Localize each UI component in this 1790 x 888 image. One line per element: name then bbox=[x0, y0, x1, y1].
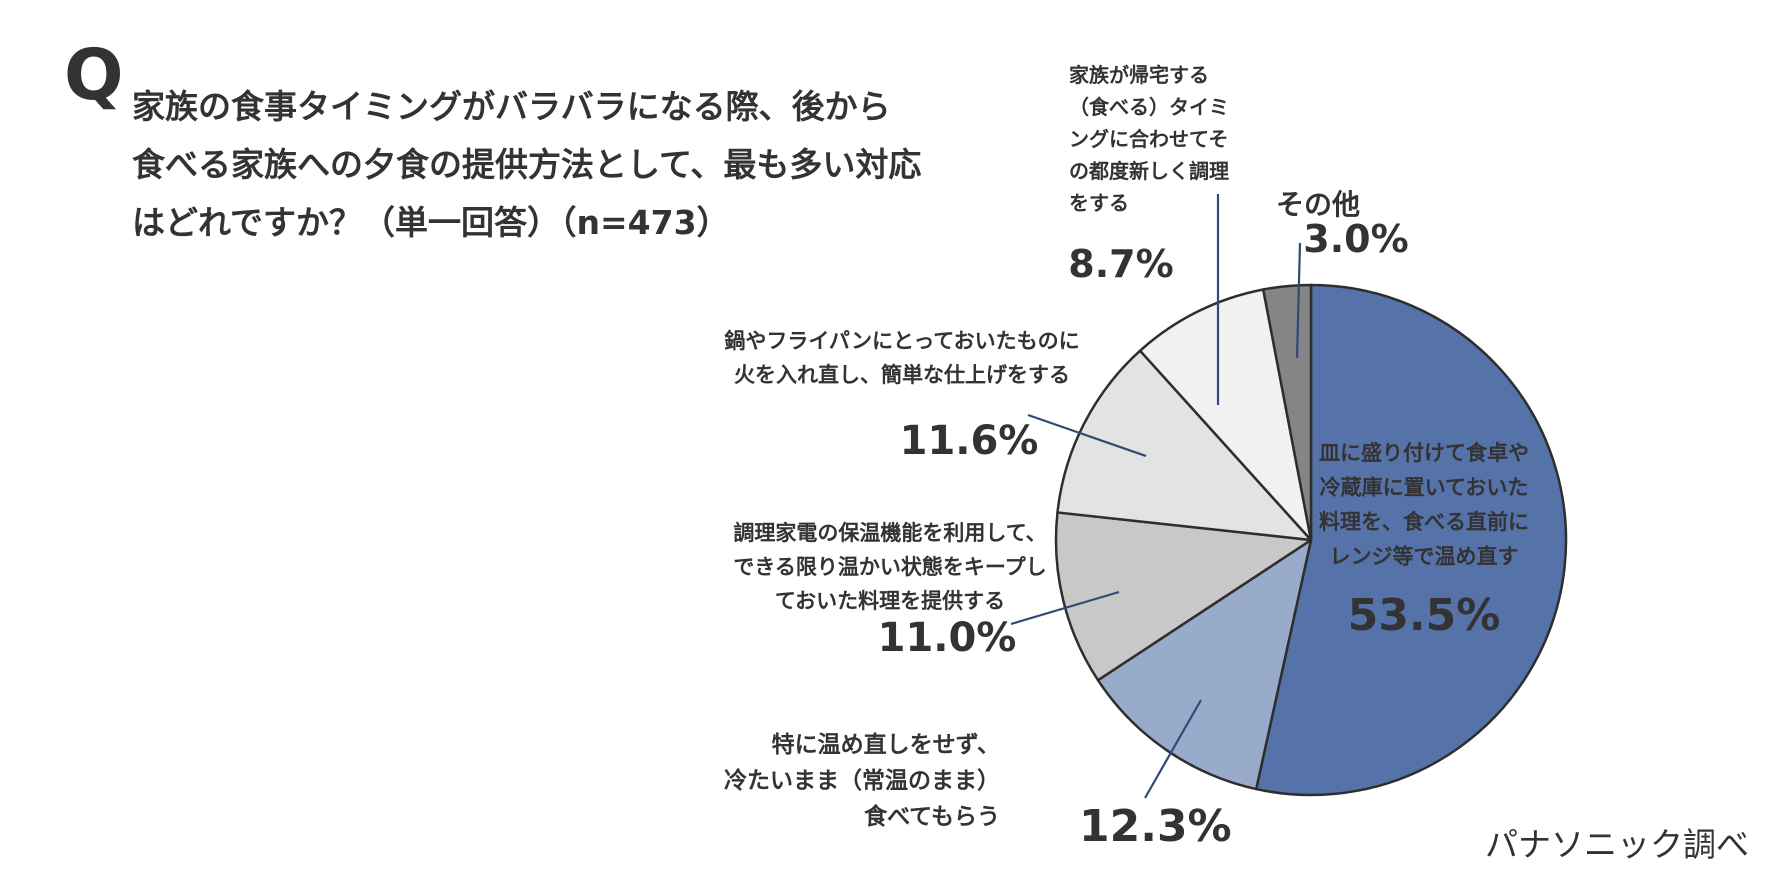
pie-slice-5 bbox=[1262, 283, 1313, 542]
slice-value-3: 11.6% bbox=[900, 418, 1039, 464]
question-line-2: 食べる家族への夕食の提供方法として、最も多い対応 bbox=[132, 145, 922, 184]
slice-label-3-line-0: 鍋やフライパンにとっておいたものに bbox=[724, 329, 1079, 353]
leader-line-2 bbox=[1010, 590, 1120, 626]
leader-line-1 bbox=[1144, 699, 1202, 799]
leader-line-5 bbox=[1295, 242, 1302, 359]
question-text: 家族の食事タイミングがバラバラになる際、後から 食べる家族への夕食の提供方法とし… bbox=[132, 78, 952, 252]
slice-label-1-line-2: 食べてもらう bbox=[864, 803, 1000, 830]
source-credit: パナソニック調べ bbox=[1485, 825, 1749, 864]
slice-value-2: 11.0% bbox=[878, 615, 1017, 661]
slice-value-0: 53.5% bbox=[1348, 590, 1501, 641]
slice-label-2-line-1: できる限り温かい状態をキープし bbox=[733, 555, 1046, 579]
slice-label-4-line-3: の都度新しく調理 bbox=[1069, 159, 1229, 183]
question-mark-q: Q bbox=[64, 34, 124, 116]
question-line-1: 家族の食事タイミングがバラバラになる際、後から bbox=[132, 87, 891, 126]
slice-label-0-line-0: 皿に盛り付けて食卓や bbox=[1319, 441, 1529, 465]
slice-label-4-line-1: （食べる）タイミ bbox=[1069, 95, 1229, 119]
question-line-3: はどれですか？（単一回答）（n=473） bbox=[132, 203, 730, 242]
pie-slice-3 bbox=[1056, 349, 1313, 542]
pie-slice-0 bbox=[1254, 283, 1568, 797]
slice-label-0-line-3: レンジ等で温め直す bbox=[1330, 545, 1519, 569]
pie-slice-2 bbox=[1054, 511, 1313, 682]
slice-value-5: 3.0% bbox=[1303, 217, 1408, 261]
slice-label-3-line-1: 火を入れ直し、簡単な仕上げをする bbox=[734, 363, 1070, 387]
slice-label-4-line-0: 家族が帰宅する bbox=[1069, 63, 1209, 87]
slice-label-1-line-0: 特に温め直しをせず、 bbox=[772, 731, 1000, 758]
slice-label-2-line-0: 調理家電の保温機能を利用して、 bbox=[733, 521, 1046, 545]
pie-slice-4 bbox=[1138, 288, 1313, 542]
slice-label-5-line-0: その他 bbox=[1276, 188, 1360, 221]
slice-label-4-line-4: をする bbox=[1069, 191, 1129, 215]
slice-value-4: 8.7% bbox=[1068, 242, 1173, 286]
slice-label-0-line-2: 料理を、食べる直前に bbox=[1319, 510, 1529, 534]
slice-value-1: 12.3% bbox=[1079, 801, 1232, 852]
slice-label-4-line-2: ングに合わせてそ bbox=[1069, 127, 1228, 151]
slice-label-1-line-1: 冷たいまま（常温のまま） bbox=[724, 767, 1000, 794]
slice-label-0-line-1: 冷蔵庫に置いておいた bbox=[1320, 476, 1529, 500]
slice-label-2-line-2: ておいた料理を提供する bbox=[775, 589, 1005, 613]
pie-slice-1 bbox=[1096, 538, 1313, 791]
leader-line-3 bbox=[1027, 413, 1147, 458]
